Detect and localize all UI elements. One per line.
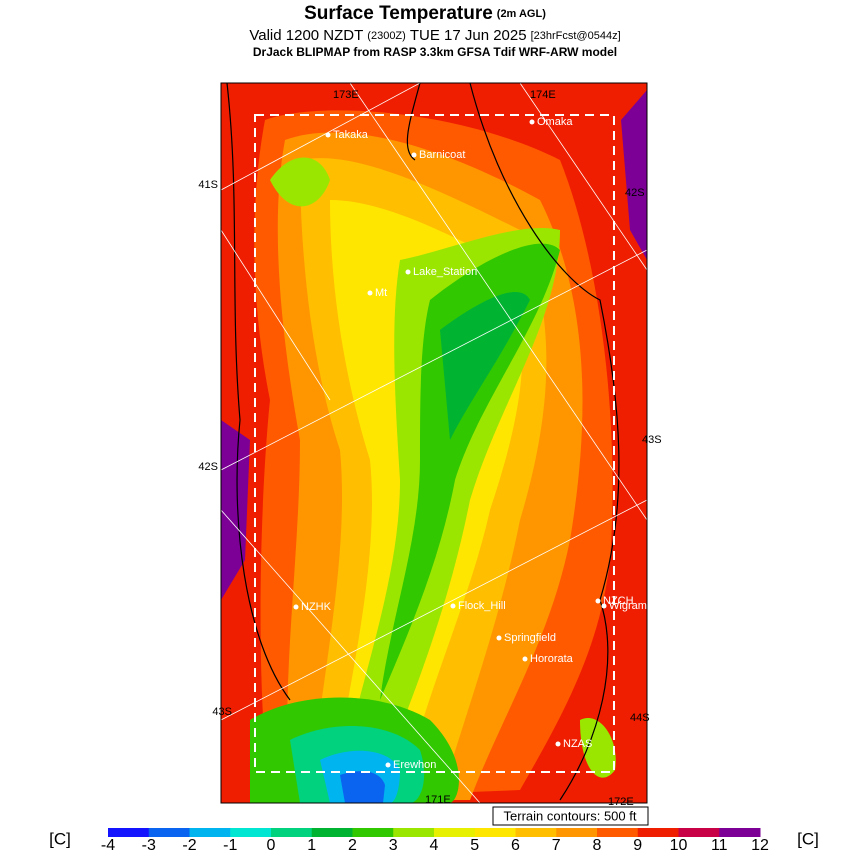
subtitle: Valid 1200 NZDT (2300Z) TUE 17 Jun 2025 [23…	[249, 27, 620, 44]
colorbar-swatch	[678, 828, 720, 837]
colorbar-swatch	[393, 828, 435, 837]
grid-label: 44S	[630, 712, 650, 724]
map-frame	[220, 82, 648, 804]
place-dot	[601, 603, 607, 609]
utc: (2300Z)	[367, 30, 406, 42]
place-label: Omaka	[537, 116, 573, 128]
grid-label: 172E	[608, 796, 634, 808]
grid-label: 171E	[425, 794, 451, 806]
place-label: Mt	[375, 287, 387, 299]
colorbar-swatch	[556, 828, 598, 837]
place-label: Erewhon	[393, 759, 436, 771]
place-label: Wigram	[609, 600, 647, 612]
place-label: NZCH	[603, 595, 634, 607]
colorbar-tick-label: 8	[593, 837, 602, 854]
colorbar-swatch	[271, 828, 313, 837]
colorbar-tick-label: -2	[182, 837, 196, 854]
place-label: NZAS	[563, 738, 592, 750]
place-dot	[450, 603, 456, 609]
place-dot	[529, 119, 535, 125]
date: TUE 17 Jun 2025	[410, 27, 527, 44]
colorbar-tick-label: 12	[751, 837, 769, 854]
colorbar-tick-label: -3	[142, 837, 156, 854]
place-label: Lake_Station	[413, 266, 477, 278]
place-dot	[496, 635, 502, 641]
grid-label: 43S	[212, 706, 232, 718]
place-label: Hororata	[530, 653, 574, 665]
place-label: Flock_Hill	[458, 600, 506, 612]
colorbar-swatch	[597, 828, 639, 837]
colorbar-tick-label: 4	[430, 837, 439, 854]
place-dot	[367, 290, 373, 296]
colorbar-swatch	[637, 828, 679, 837]
unit-left: [C]	[49, 829, 71, 848]
colorbar-tick-label: -4	[101, 837, 115, 854]
grid-label: 173E	[333, 89, 359, 101]
colorbar-tick-label: 2	[348, 837, 357, 854]
place-dot	[411, 152, 417, 158]
title-note: (2m AGL)	[497, 8, 546, 20]
title-main: Surface Temperature	[304, 3, 493, 24]
colorbar-tick-label: 9	[633, 837, 642, 854]
colorbar-swatch	[189, 828, 231, 837]
colorbar-tick-label: -1	[223, 837, 237, 854]
colorbar-tick-label: 1	[307, 837, 316, 854]
terrain-note: Terrain contours: 500 ft	[504, 808, 637, 823]
colorbar-swatch	[311, 828, 353, 837]
grid-label: 174E	[530, 89, 556, 101]
grid-label: 42S	[198, 461, 218, 473]
place-label: Barnicoat	[419, 149, 465, 161]
place-dot	[405, 269, 411, 275]
place-label: Springfield	[504, 632, 556, 644]
colorbar-tick-label: 6	[511, 837, 520, 854]
valid: Valid 1200 NZDT	[249, 27, 363, 44]
terrain-box	[492, 806, 649, 826]
place-dot	[595, 598, 601, 604]
colorbar-tick-label: 10	[670, 837, 688, 854]
title: Surface Temperature (2m AGL)	[304, 3, 546, 24]
colorbar-tick-label: 0	[267, 837, 276, 854]
place-dot	[522, 656, 528, 662]
colorbar-swatch	[474, 828, 516, 837]
colorbar-tick-label: 5	[470, 837, 479, 854]
place-dot	[293, 604, 299, 610]
unit-right: [C]	[797, 829, 819, 848]
colorbar-tick-label: 11	[711, 837, 728, 854]
colorbar-swatch	[148, 828, 190, 837]
colorbar-swatch	[352, 828, 394, 837]
place-label: Takaka	[333, 129, 369, 141]
grid-label: 42S	[625, 187, 645, 199]
grid-label: 41S	[198, 179, 218, 191]
forecast: [23hrFcst@0544z]	[531, 30, 621, 42]
colorbar-tick-label: 7	[552, 837, 561, 854]
grid-label: 43S	[642, 434, 662, 446]
place-label: NZHK	[301, 601, 332, 613]
colorbar-swatch	[230, 828, 272, 837]
model: DrJack BLIPMAP from RASP 3.3km GFSA Tdif…	[253, 45, 617, 59]
place-dot	[325, 132, 331, 138]
place-dot	[555, 741, 561, 747]
map	[221, 83, 647, 803]
colorbar-swatch	[108, 828, 150, 837]
colorbar-tick-label: 3	[389, 837, 398, 854]
colorbar-swatch	[434, 828, 476, 837]
colorbar-swatch	[719, 828, 761, 837]
place-dot	[385, 762, 391, 768]
colorbar-swatch	[515, 828, 557, 837]
